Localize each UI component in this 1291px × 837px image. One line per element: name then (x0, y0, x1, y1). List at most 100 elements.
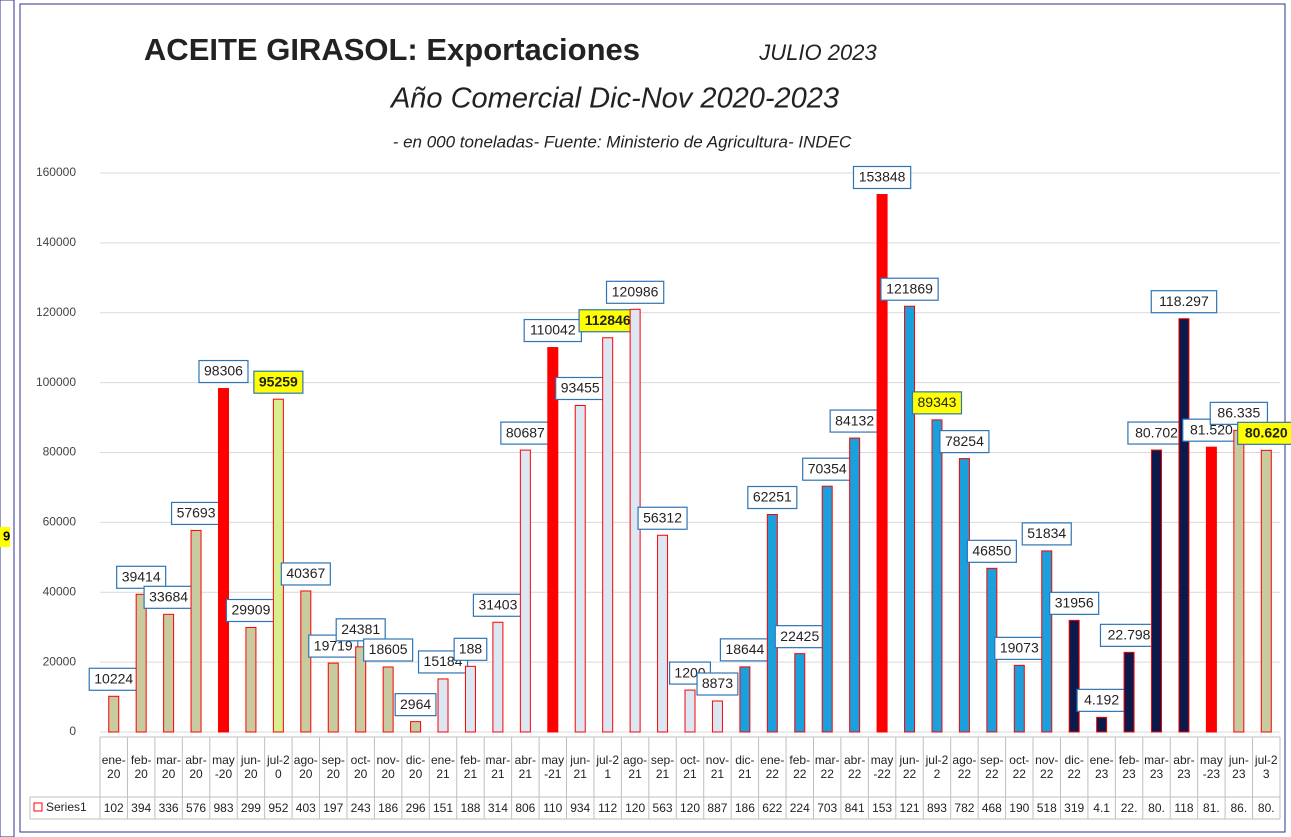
data-label: 78254 (945, 433, 984, 449)
bar (1205, 446, 1217, 733)
table-cell: 4.1 (1093, 801, 1110, 815)
table-cell: 703 (817, 801, 838, 815)
x-tick-label: jul-23 (1254, 753, 1278, 781)
x-tick-label: nov-20 (376, 753, 400, 781)
table-cell: 151 (433, 801, 454, 815)
bar (766, 514, 778, 733)
y-tick-label: 60000 (43, 515, 77, 529)
table-cell: 622 (762, 801, 783, 815)
x-tick-label: ene-20 (101, 753, 126, 781)
x-tick-label: oct-21 (679, 753, 700, 781)
data-label: 120986 (612, 284, 659, 300)
x-tick-label: sep-21 (650, 753, 675, 781)
x-tick-label: dic-20 (405, 753, 426, 781)
bar (1096, 716, 1108, 733)
table-cell: 186 (378, 801, 399, 815)
data-label-box (605, 280, 665, 304)
legend-swatch (33, 802, 43, 812)
data-label-box (1237, 421, 1291, 445)
y-tick-label: 120000 (36, 305, 76, 319)
x-tick-label: ago-21 (623, 753, 648, 781)
bar (437, 678, 449, 733)
data-label: 22.798 (1108, 627, 1151, 643)
y-tick-label: 160000 (36, 165, 76, 179)
table-cell: 518 (1036, 801, 1057, 815)
bar (876, 193, 888, 733)
bar (1123, 651, 1135, 733)
data-label-box (363, 638, 414, 662)
data-label: 18605 (369, 641, 408, 657)
table-cell: 576 (186, 801, 207, 815)
data-label: 93455 (561, 380, 600, 396)
data-label-box (1021, 522, 1072, 546)
data-label-box (394, 693, 437, 717)
table-cell: 299 (240, 801, 261, 815)
bar (1068, 619, 1080, 733)
data-label-box (696, 672, 739, 696)
bar (464, 665, 476, 733)
bar (410, 721, 422, 733)
table-cell: 186 (734, 801, 755, 815)
bar (1233, 429, 1245, 733)
data-label: 10224 (94, 670, 133, 686)
x-tick-label: jun-22 (899, 753, 920, 781)
side-fragment-box (0, 527, 10, 547)
x-tick-label: ene-21 (431, 753, 456, 781)
x-tick-label: jul-20 (267, 753, 290, 781)
table-cell: 296 (405, 801, 426, 815)
x-tick-label: abr-22 (843, 753, 866, 781)
table-cell: 394 (131, 801, 152, 815)
table-cell: 934 (570, 801, 591, 815)
x-tick-label: may-20 (212, 753, 235, 781)
x-tick-label: dic-21 (735, 753, 755, 781)
data-label: 22425 (780, 628, 819, 644)
x-tick-label: abr-21 (514, 753, 537, 781)
y-tick-label: 140000 (36, 235, 76, 249)
x-tick-label: jun-23 (1228, 753, 1249, 781)
table-cell: 86. (1230, 801, 1248, 815)
table-cell: 188 (460, 801, 481, 815)
data-label: 40367 (286, 565, 325, 581)
bar (519, 449, 531, 733)
data-label-box (116, 565, 167, 589)
data-label-box (335, 618, 386, 642)
table-cell: 153 (872, 801, 893, 815)
x-tick-label: ago-22 (952, 753, 977, 781)
data-label: 29909 (231, 602, 270, 618)
data-label-box (637, 506, 688, 530)
x-tick-label: jun-21 (570, 753, 591, 781)
data-label: 98306 (204, 363, 243, 379)
data-label: 15184 (424, 653, 463, 669)
table-cell: 782 (954, 801, 975, 815)
bar (382, 666, 394, 733)
x-tick-label: may-21 (541, 753, 565, 781)
bar (135, 593, 147, 733)
data-label: 70354 (808, 460, 847, 476)
x-tick-label: ene-22 (760, 753, 785, 781)
x-tick-label: mar-23 (1144, 753, 1169, 781)
table-cell: 983 (213, 801, 234, 815)
table-cell: 120 (625, 801, 646, 815)
chart-source: - en 000 toneladas- Fuente: Ministerio d… (393, 132, 852, 151)
data-label: 153848 (859, 169, 906, 185)
x-tick-label: mar-20 (156, 753, 181, 781)
x-tick-label: feb-20 (130, 753, 152, 781)
data-label: 46850 (972, 543, 1011, 559)
table-cell: 190 (1009, 801, 1030, 815)
data-label-box (747, 485, 798, 510)
y-tick-label: 20000 (43, 654, 77, 668)
legend-label: Series1 (46, 800, 87, 814)
table-cell: 563 (652, 801, 673, 815)
table-cell: 22. (1120, 801, 1138, 815)
data-label: 31403 (478, 596, 517, 612)
data-label: 39414 (122, 569, 161, 585)
x-tick-label: may-22 (870, 753, 894, 781)
data-label: 31956 (1055, 595, 1094, 611)
bar (739, 666, 751, 733)
bar (492, 621, 504, 733)
x-tick-label: sep-22 (980, 753, 1004, 781)
x-tick-label: jul-21 (596, 753, 620, 781)
bar (1151, 449, 1163, 733)
bar (849, 437, 861, 733)
